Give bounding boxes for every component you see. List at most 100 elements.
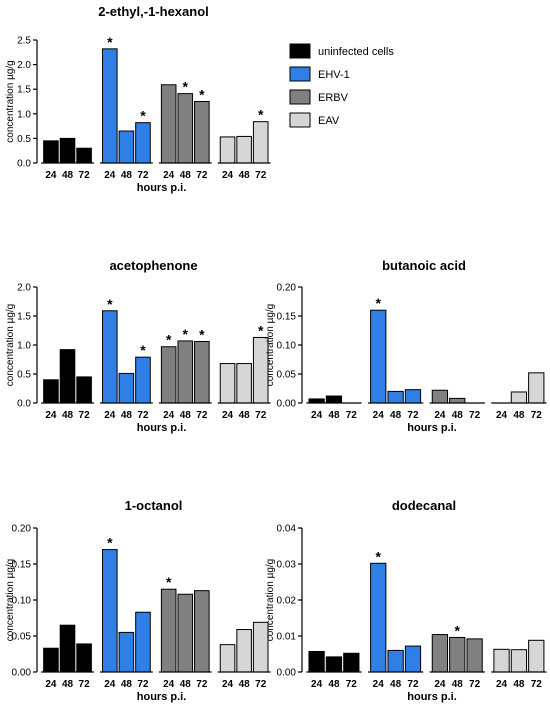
x-tick-label: 24: [163, 170, 175, 181]
bar: [102, 310, 118, 404]
x-tick-label: 72: [346, 679, 358, 690]
x-tick-label: 24: [311, 410, 323, 421]
chart-panel-2: acetophenone concentration µg/g 0.0 0.5 1.0 1…: [5, 258, 271, 434]
significance-star: *: [376, 295, 382, 311]
y-tick-label: 0.01: [277, 632, 297, 643]
significance-star: *: [258, 107, 264, 123]
y-axis-label: concentration µg/g: [5, 559, 16, 641]
y-tick-label: 0.20: [12, 524, 32, 535]
significance-star: *: [258, 322, 264, 338]
bar: [194, 590, 210, 673]
significance-star: *: [166, 574, 172, 590]
bar: [387, 390, 404, 404]
x-tick-label: 48: [180, 410, 192, 421]
y-tick-label: 1.5: [17, 85, 31, 96]
x-tick-label: 72: [137, 679, 149, 690]
y-tick-label: 0.5: [17, 370, 31, 381]
y-tick-label: 0.00: [277, 399, 297, 410]
y-tick-label: 0.0: [17, 159, 31, 170]
y-tick-label: 0.05: [277, 370, 297, 381]
x-axis-label: hours p.i.: [407, 422, 457, 434]
x-tick-label: 24: [373, 410, 385, 421]
y-tick-label: 0.20: [277, 283, 297, 294]
bar: [118, 631, 135, 673]
x-tick-label: 48: [390, 410, 402, 421]
bar: [219, 363, 236, 404]
significance-star: *: [107, 535, 113, 551]
bar: [431, 389, 449, 404]
x-tick-label: 72: [407, 410, 419, 421]
bar: [466, 638, 483, 673]
x-tick-label: 72: [196, 170, 208, 181]
bar: [194, 101, 210, 164]
y-tick-label: 0.02: [277, 596, 297, 607]
x-tick-label: 48: [62, 410, 74, 421]
x-tick-label: 24: [104, 410, 116, 421]
chart-title: butanoic acid: [382, 258, 466, 273]
bar: [528, 639, 545, 673]
y-tick-label: 0.15: [277, 312, 297, 323]
bar: [236, 135, 252, 164]
x-axis-label: hours p.i.: [407, 691, 457, 703]
x-tick-label: 24: [222, 679, 234, 690]
x-tick-label: 72: [137, 410, 149, 421]
legend-label: uninfected cells: [318, 46, 394, 58]
y-tick-label: 0.10: [12, 596, 32, 607]
bar: [431, 634, 449, 673]
y-tick-label: 1.0: [17, 341, 31, 352]
bar: [177, 340, 194, 404]
bar: [219, 644, 236, 673]
bar: [236, 363, 252, 404]
y-tick-label: 2.5: [17, 36, 31, 47]
x-tick-label: 72: [79, 679, 91, 690]
bar: [76, 376, 92, 404]
significance-star: *: [140, 342, 146, 358]
significance-star: *: [166, 332, 172, 348]
y-axis-label: concentration µg/g: [265, 559, 276, 641]
x-tick-label: 48: [62, 170, 74, 181]
x-tick-label: 24: [311, 679, 323, 690]
bar: [102, 48, 118, 164]
x-tick-label: 48: [121, 170, 133, 181]
legend: uninfected cells EHV-1 ERBV EAV: [289, 43, 394, 128]
bar: [325, 395, 343, 404]
chart-title: acetophenone: [109, 258, 197, 273]
x-tick-label: 48: [328, 679, 340, 690]
y-axis-label: concentration µg/g: [5, 304, 16, 386]
y-tick-label: 0.04: [277, 524, 297, 535]
significance-star: *: [183, 79, 189, 95]
x-tick-label: 48: [328, 410, 340, 421]
x-tick-label: 72: [531, 410, 543, 421]
bar: [160, 346, 177, 404]
x-tick-label: 24: [373, 679, 385, 690]
chart-panel-5: dodecanal concentration µg/g 0.00 0.01 0.02 0…: [265, 498, 547, 703]
bar: [76, 147, 92, 164]
legend-label: ERBV: [318, 92, 349, 104]
bar: [404, 389, 422, 404]
x-tick-label: 24: [104, 170, 116, 181]
y-tick-label: 0.10: [277, 341, 297, 352]
y-tick-label: 0.00: [12, 668, 32, 679]
x-tick-label: 48: [121, 679, 133, 690]
bar: [449, 636, 466, 673]
x-tick-label: 24: [434, 679, 446, 690]
y-tick-label: 1.0: [17, 109, 31, 120]
x-tick-label: 24: [496, 679, 508, 690]
bar: [236, 629, 252, 673]
y-tick-label: 0.0: [17, 399, 31, 410]
x-tick-label: 72: [531, 679, 543, 690]
x-tick-label: 72: [469, 410, 481, 421]
x-tick-label: 72: [196, 410, 208, 421]
x-tick-label: 72: [79, 170, 91, 181]
x-tick-label: 72: [255, 410, 267, 421]
chart-title: 2-ethyl,-1-hexanol: [98, 4, 209, 19]
bar: [59, 137, 76, 164]
legend-swatch: [289, 43, 311, 59]
bar: [343, 652, 360, 673]
x-tick-label: 72: [255, 170, 267, 181]
significance-star: *: [107, 34, 113, 50]
y-axis-label: concentration µg/g: [265, 304, 276, 386]
bar: [118, 372, 135, 404]
bar: [135, 356, 151, 404]
x-tick-label: 48: [452, 679, 464, 690]
